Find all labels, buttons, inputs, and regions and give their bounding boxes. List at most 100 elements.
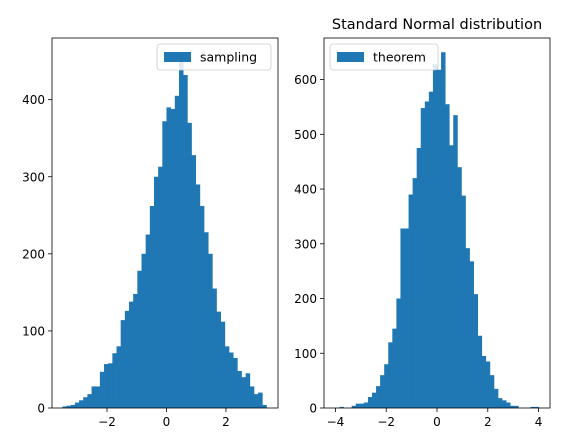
x-tick-label: 0: [433, 415, 441, 429]
histogram-bar: [104, 364, 109, 408]
histogram-bar: [178, 51, 184, 409]
legend-swatch: [164, 52, 191, 62]
histogram-bar: [245, 373, 251, 408]
y-tick-label: 100: [22, 324, 45, 338]
histogram-bar: [449, 145, 454, 408]
histogram-bar: [416, 148, 422, 408]
histogram-bar: [187, 122, 192, 408]
histogram-bar: [359, 403, 365, 408]
histogram-bar: [203, 232, 209, 408]
histogram-bar: [183, 75, 188, 408]
histogram-bar: [457, 167, 462, 408]
histogram-bar: [473, 294, 479, 408]
x-tick-label: −2: [377, 415, 395, 429]
histogram-bar: [404, 228, 409, 408]
histogram-bar: [253, 394, 259, 409]
histogram-bar: [174, 95, 180, 408]
histogram-bar: [510, 405, 515, 408]
histogram-bar: [66, 405, 72, 408]
histogram-bar: [424, 101, 430, 409]
histogram-bar: [530, 406, 535, 408]
histogram-bar: [170, 108, 176, 409]
histogram-bar: [83, 397, 88, 408]
histogram-bar: [392, 328, 397, 408]
legend-label: theorem: [373, 50, 426, 65]
histogram-bar: [99, 371, 105, 408]
y-tick-label: 0: [37, 402, 45, 416]
histogram-bar: [384, 364, 389, 408]
right-histogram-axes: −4 −2 0 2 4 0 100 200 300 400 500 600 Standard Norma…: [294, 17, 551, 429]
bar-group: [62, 51, 267, 409]
y-tick-label: 200: [22, 247, 45, 261]
histogram-bar: [371, 392, 377, 408]
x-tick-label: 2: [222, 415, 230, 429]
histogram-bar: [485, 361, 491, 408]
histogram-bar: [388, 342, 393, 408]
x-tick-label: 4: [535, 415, 543, 429]
histogram-bar: [133, 293, 138, 408]
histogram-bar: [233, 357, 238, 408]
y-tick-label: 300: [294, 237, 317, 251]
y-tick-label: 300: [22, 170, 45, 184]
histogram-bar: [216, 311, 221, 408]
histogram-bar: [116, 346, 122, 408]
histogram-bar: [396, 298, 401, 408]
chart-title: Standard Normal distribution: [332, 17, 542, 33]
histogram-bar: [74, 402, 80, 408]
histogram-bar: [262, 404, 267, 408]
histogram-bar: [228, 352, 234, 408]
histogram-bar: [412, 178, 418, 408]
histogram-bar: [493, 388, 499, 408]
histogram-bar: [445, 104, 450, 408]
histogram-bar: [477, 335, 483, 408]
x-tick-label: 2: [484, 415, 492, 429]
y-tick-label: 500: [294, 128, 317, 142]
histogram-bar: [70, 404, 76, 408]
left-histogram-axes: −2 0 2 0 100 200 300 400 sampling: [22, 37, 279, 429]
histogram-bar: [145, 234, 151, 408]
histogram-bar: [124, 310, 130, 409]
legend: sampling: [156, 43, 272, 71]
histogram-bar: [514, 405, 519, 408]
histogram-bar: [363, 402, 369, 408]
histogram-bar: [79, 400, 84, 408]
bar-group: [339, 52, 539, 409]
histogram-bar: [355, 403, 361, 408]
histogram-bar: [224, 346, 230, 408]
histogram-bar: [408, 194, 414, 408]
histogram-bar: [237, 371, 242, 408]
histogram-bar: [376, 386, 381, 408]
histogram-bar: [95, 386, 101, 408]
y-tick-label: 200: [294, 292, 317, 306]
histogram-bar: [137, 270, 142, 408]
histogram-bar: [441, 52, 446, 408]
histogram-bar: [339, 406, 344, 408]
histogram-bar: [191, 155, 197, 408]
axes-frame: [51, 37, 279, 409]
histogram-bar: [129, 301, 134, 409]
histogram-bar: [380, 375, 385, 408]
x-tick-label: −2: [98, 415, 116, 429]
histogram-bar: [195, 184, 201, 408]
histogram-bar: [158, 166, 163, 408]
histogram-bar: [497, 398, 503, 408]
histogram-bar: [91, 386, 97, 408]
histogram-bar: [162, 121, 167, 408]
y-tick-label: 600: [294, 73, 317, 87]
legend-box: [329, 43, 439, 71]
histogram-bar: [489, 375, 495, 408]
histogram-bar: [506, 402, 511, 408]
histogram-bar: [108, 363, 113, 408]
histogram-bar: [220, 321, 226, 408]
histogram-bar: [481, 356, 487, 408]
y-tick-label: 100: [294, 347, 317, 361]
histogram-bar: [465, 248, 470, 408]
histogram-bar: [166, 107, 172, 409]
histogram-bar: [432, 64, 438, 409]
histogram-bar: [112, 353, 117, 408]
y-tick-label: 400: [22, 93, 45, 107]
histogram-bar: [437, 69, 442, 408]
x-tick-label: −4: [327, 415, 345, 429]
x-tick-label: 0: [163, 415, 171, 429]
